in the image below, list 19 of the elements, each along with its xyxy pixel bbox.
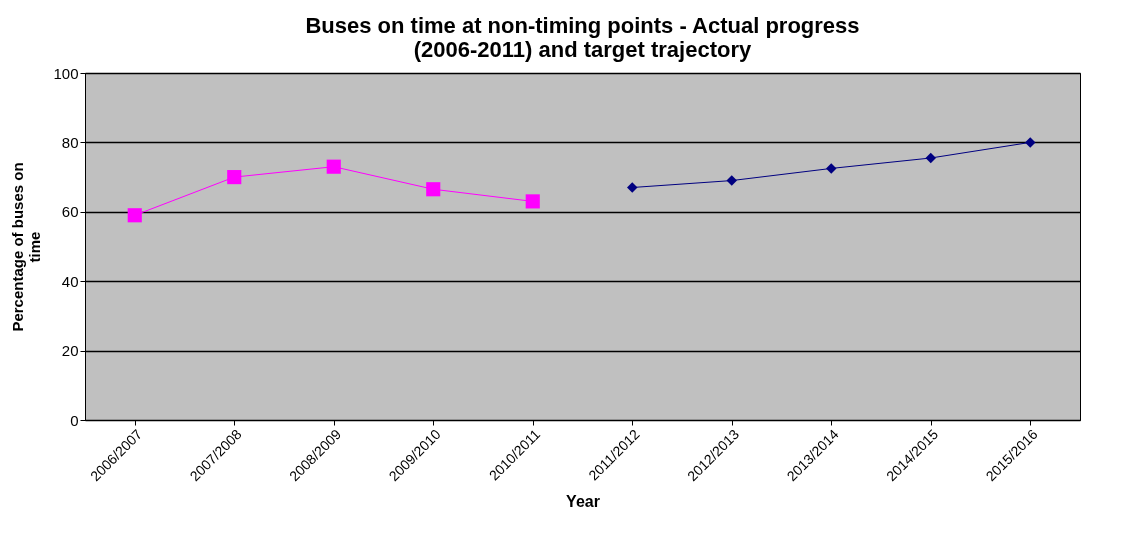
- point: [925, 152, 936, 164]
- y-axis-title: Percentage of buses on time: [9, 162, 44, 332]
- point: [627, 182, 638, 193]
- y-tick-label: 60: [61, 203, 79, 221]
- point: [1025, 137, 1036, 148]
- chart-title: Buses on time at non-timing points - Actual progress (2006-2011) and target trajectory: [305, 13, 860, 62]
- point: [326, 159, 341, 174]
- point: [726, 175, 737, 186]
- y-tick-label: 40: [61, 272, 79, 290]
- point: [525, 194, 540, 209]
- y-tick-label: 80: [61, 133, 79, 151]
- point: [426, 182, 441, 197]
- point: [227, 170, 242, 185]
- point: [826, 163, 837, 174]
- point: [127, 208, 142, 223]
- x-axis-title: Year: [566, 493, 600, 511]
- y-tick-label: 100: [53, 64, 79, 82]
- y-tick-label: 0: [70, 411, 79, 429]
- y-tick-label: 20: [61, 342, 79, 360]
